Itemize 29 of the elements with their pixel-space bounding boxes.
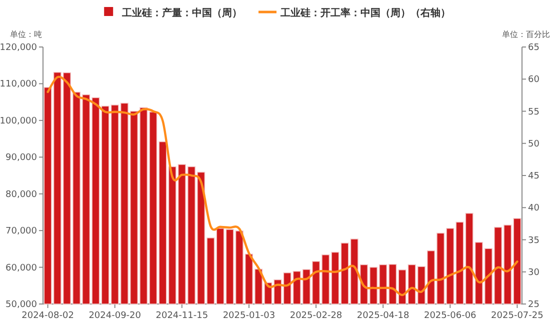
y2-tick-label: 40 xyxy=(528,204,540,214)
y-tick-label: 50,000 xyxy=(6,300,38,310)
legend-label: 工业硅：开工率：中国（周）（右轴） xyxy=(280,7,450,19)
y2-tick-label: 25 xyxy=(528,300,540,310)
x-tick-label: 2024-09-20 xyxy=(88,311,142,321)
y-tick-label: 80,000 xyxy=(6,190,38,200)
x-tick-label: 2025-06-06 xyxy=(424,311,477,321)
y2-tick-label: 55 xyxy=(528,107,540,118)
y2-tick-label: 30 xyxy=(528,268,540,278)
y-tick-label: 100,000 xyxy=(0,116,38,126)
y-tick-label: 70,000 xyxy=(6,226,38,237)
y2-tick-label: 65 xyxy=(528,43,540,53)
legend-label: 工业硅：产量：中国（周） xyxy=(121,7,242,19)
x-tick-label: 2025-01-03 xyxy=(222,311,276,321)
y2-tick-label: 45 xyxy=(528,172,540,182)
x-tick-label: 2025-04-18 xyxy=(356,311,410,321)
x-tick-label: 2025-02-28 xyxy=(290,311,342,321)
y-tick-label: 60,000 xyxy=(6,263,38,274)
x-tick-label: 2024-11-15 xyxy=(156,311,208,321)
y-tick-label: 90,000 xyxy=(6,153,38,164)
y-tick-label: 110,000 xyxy=(0,80,38,90)
y-tick-label: 120,000 xyxy=(0,43,38,53)
y2-tick-label: 50 xyxy=(528,139,540,150)
y2-tick-label: 35 xyxy=(528,236,540,246)
y2-tick-label: 60 xyxy=(528,75,540,86)
y-axis-title: 单位：吨 xyxy=(10,30,42,39)
x-tick-label: 2024-08-02 xyxy=(22,311,74,321)
y2-axis-title: 单位：百分比 xyxy=(502,30,550,39)
x-tick-label: 2025-07-25 xyxy=(491,311,544,321)
